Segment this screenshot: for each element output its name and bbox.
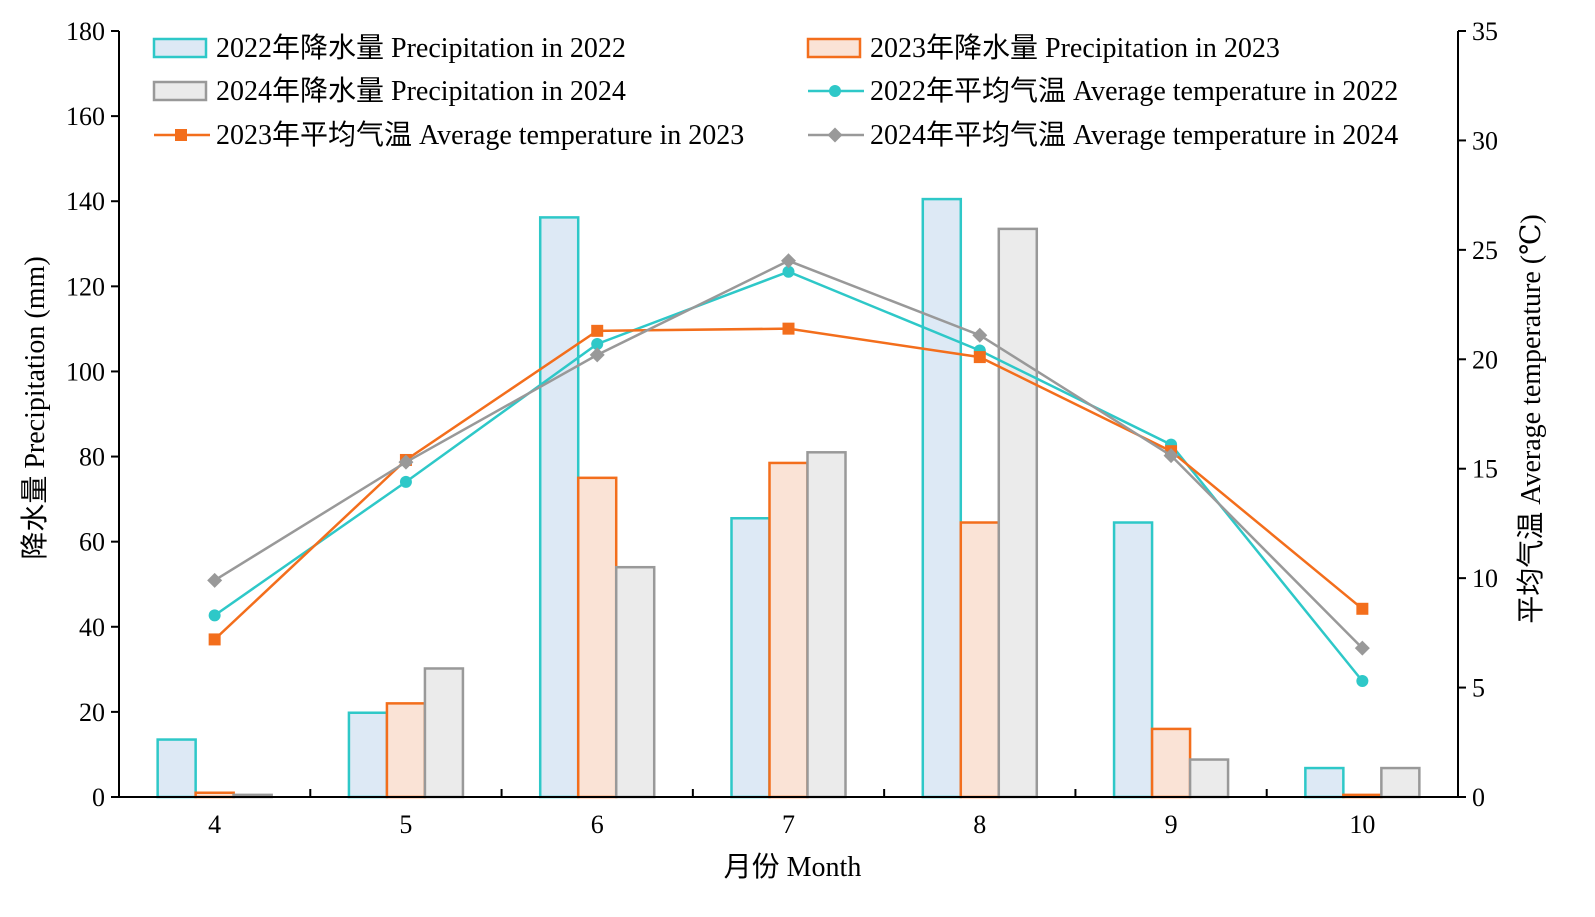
right-y-tick-label: 10 bbox=[1472, 564, 1498, 593]
x-tick-label-5: 5 bbox=[399, 810, 412, 839]
bar-2022-month-4 bbox=[156, 738, 197, 799]
axes-layer: 4 5 6 7 8 9 1002040608010012014016018005101520… bbox=[19, 17, 1547, 883]
bar-2023-month-7 bbox=[768, 461, 809, 799]
temperature-point-2022-month-4 bbox=[208, 609, 221, 622]
bar-2023-month-9 bbox=[1150, 727, 1192, 799]
x-tick-label-4: 4 bbox=[208, 810, 221, 839]
temperature-point-2024-month-7 bbox=[781, 253, 796, 269]
bar-layer bbox=[156, 197, 1421, 799]
bar-2024-month-8 bbox=[997, 227, 1039, 799]
bar-2022-month-5 bbox=[347, 711, 389, 799]
legend-temp-2024-swatch-marker bbox=[827, 127, 843, 143]
bar-2024-month-7 bbox=[806, 451, 847, 799]
left-y-tick-label: 20 bbox=[79, 698, 105, 727]
bar-2022-month-8 bbox=[921, 197, 963, 799]
legend-temp-2023-label: 2023年平均气温 Average temperature in 2023 bbox=[216, 119, 744, 151]
bar-2024-month-10 bbox=[1380, 766, 1421, 799]
temperature-point-2024-month-4 bbox=[207, 572, 223, 588]
bar-2022-month-6 bbox=[538, 216, 580, 799]
right-y-tick-label: 0 bbox=[1472, 783, 1485, 812]
temperature-point-2022-month-10 bbox=[1356, 675, 1369, 688]
bar-2023-month-8 bbox=[959, 521, 1001, 799]
temperature-point-2024-month-8 bbox=[972, 327, 988, 343]
temperature-point-2022-month-7 bbox=[782, 265, 795, 278]
temperature-point-2024-month-6 bbox=[589, 347, 605, 363]
left-y-tick-label: 120 bbox=[66, 272, 105, 301]
left-y-tick-label: 180 bbox=[66, 17, 105, 46]
temperature-point-2024-month-5 bbox=[398, 454, 414, 470]
x-tick-label-7: 7 bbox=[782, 810, 795, 839]
left-y-tick-label: 140 bbox=[66, 187, 105, 216]
x-tick-label-8: 8 bbox=[973, 810, 986, 839]
x-tick-label-10: 10 bbox=[1349, 810, 1375, 839]
legend-temp-2024-label: 2024年平均气温 Average temperature in 2024 bbox=[870, 119, 1398, 151]
legend-temp-2024: 2024年平均气温 Average temperature in 2024 bbox=[808, 119, 1398, 151]
x-axis-title: 月份 Month bbox=[724, 851, 862, 883]
left-y-tick-label: 60 bbox=[79, 528, 105, 557]
temperature-point-2022-month-5 bbox=[399, 475, 412, 488]
left-y-axis-title: 降水量 Precipitation (mm) bbox=[19, 256, 51, 559]
legend-precip-2023-label: 2023年降水量 Precipitation in 2023 bbox=[870, 32, 1280, 64]
temperature-point-2023-month-6 bbox=[591, 324, 604, 337]
right-y-tick-label: 5 bbox=[1472, 674, 1485, 703]
legend-precip-2023: 2023年降水量 Precipitation in 2023 bbox=[806, 32, 1280, 64]
bar-2022-month-9 bbox=[1112, 521, 1154, 799]
temperature-point-2022-month-6 bbox=[591, 337, 604, 350]
legend-temp-2022: 2022年平均气温 Average temperature in 2022 bbox=[808, 75, 1398, 107]
legend-precip-2022-label: 2022年降水量 Precipitation in 2022 bbox=[216, 32, 626, 64]
left-y-tick-label: 0 bbox=[92, 783, 105, 812]
legend-temp-2022-label: 2022年平均气温 Average temperature in 2022 bbox=[870, 75, 1398, 107]
right-y-tick-label: 20 bbox=[1472, 345, 1498, 374]
legend-precip-2023-swatch bbox=[806, 37, 862, 59]
temperature-point-2024-month-10 bbox=[1354, 640, 1370, 656]
left-y-tick-label: 100 bbox=[66, 357, 105, 386]
legend-precip-2024-swatch bbox=[152, 80, 208, 102]
temperature-point-2023-month-4 bbox=[208, 633, 221, 646]
left-y-tick-label: 40 bbox=[79, 613, 105, 642]
line-layer bbox=[207, 253, 1370, 688]
bar-2022-month-10 bbox=[1304, 766, 1345, 799]
left-y-tick-label: 80 bbox=[79, 443, 105, 472]
legend-precip-2024: 2024年降水量 Precipitation in 2024 bbox=[152, 75, 626, 107]
right-y-tick-label: 35 bbox=[1472, 17, 1498, 46]
x-tick-label-6: 6 bbox=[591, 810, 604, 839]
right-y-axis-title: 平均气温 Average temperature (℃) bbox=[1515, 214, 1547, 623]
bar-2024-month-6 bbox=[614, 565, 656, 799]
temperature-point-2023-month-7 bbox=[782, 322, 795, 335]
legend: 2022年降水量 Precipitation in 2022 2023年降水量 P… bbox=[152, 32, 1398, 151]
right-y-tick-label: 25 bbox=[1472, 236, 1498, 265]
legend-precip-2022-swatch bbox=[152, 37, 208, 59]
bar-2023-month-6 bbox=[576, 476, 618, 799]
bar-2024-month-5 bbox=[423, 667, 465, 799]
temperature-point-2023-month-10 bbox=[1356, 602, 1369, 615]
legend-precip-2024-label: 2024年降水量 Precipitation in 2024 bbox=[216, 75, 626, 107]
legend-temp-2023-swatch-marker bbox=[175, 129, 187, 141]
bar-2024-month-9 bbox=[1188, 758, 1230, 799]
legend-temp-2023: 2023年平均气温 Average temperature in 2023 bbox=[154, 119, 744, 151]
bar-2023-month-5 bbox=[385, 702, 427, 799]
left-y-tick-label: 160 bbox=[66, 102, 105, 131]
temperature-point-2023-month-8 bbox=[973, 351, 986, 364]
right-y-tick-label: 30 bbox=[1472, 126, 1498, 155]
bar-2022-month-7 bbox=[730, 517, 771, 799]
x-tick-label-9: 9 bbox=[1165, 810, 1178, 839]
legend-temp-2022-swatch-marker bbox=[829, 85, 841, 97]
legend-precip-2022: 2022年降水量 Precipitation in 2022 bbox=[152, 32, 626, 64]
temperature-point-2024-month-9 bbox=[1163, 448, 1179, 464]
right-y-tick-label: 15 bbox=[1472, 455, 1498, 484]
